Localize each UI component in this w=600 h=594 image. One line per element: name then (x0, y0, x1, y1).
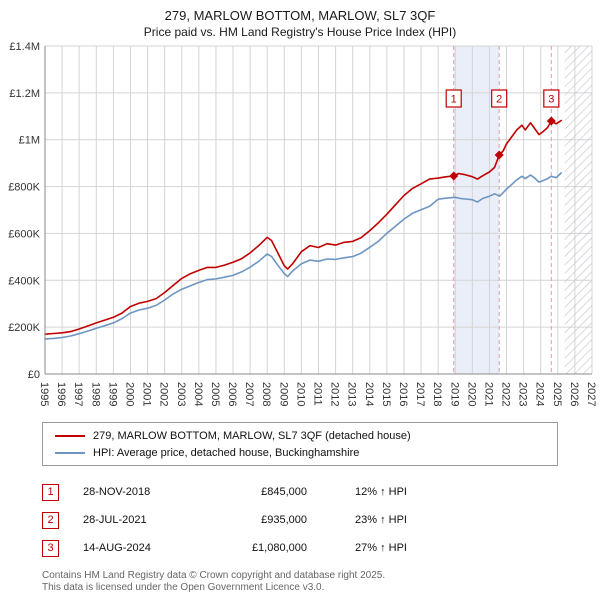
svg-text:£400K: £400K (8, 275, 40, 287)
chart-legend: 279, MARLOW BOTTOM, MARLOW, SL7 3QF (det… (42, 422, 558, 466)
footer: Contains HM Land Registry data © Crown c… (42, 570, 600, 594)
svg-text:1997: 1997 (72, 382, 84, 406)
svg-text:£1.2M: £1.2M (9, 88, 40, 100)
sale-number-badge: 3 (42, 539, 59, 557)
sale-price: £845,000 (261, 486, 307, 498)
sale-marker-diamond (546, 116, 556, 126)
svg-text:2007: 2007 (243, 382, 255, 406)
sale-date: 28-JUL-2021 (83, 514, 147, 526)
sale-date: 28-NOV-2018 (83, 486, 151, 498)
svg-text:2024: 2024 (534, 382, 546, 406)
sale-marker-diamond (449, 171, 459, 181)
series-line (44, 119, 563, 336)
svg-text:2027: 2027 (585, 382, 597, 406)
blue-line-swatch (55, 451, 85, 454)
sale-number-box (543, 89, 560, 108)
future-hatch-region (564, 46, 592, 374)
svg-text:1999: 1999 (106, 382, 118, 406)
legend-item-property: 279, MARLOW BOTTOM, MARLOW, SL7 3QF (det… (51, 427, 549, 444)
svg-text:2: 2 (496, 94, 502, 106)
svg-text:2005: 2005 (209, 382, 221, 406)
svg-text:£600K: £600K (8, 228, 40, 240)
table-row: 1 28-NOV-2018 £845,000 12% ↑ HPI (42, 478, 600, 506)
sale-hpi-change: 23% ↑ HPI (355, 514, 407, 526)
svg-text:2020: 2020 (465, 382, 477, 406)
svg-text:2013: 2013 (346, 382, 358, 406)
chart-header: 279, MARLOW BOTTOM, MARLOW, SL7 3QF Pric… (0, 0, 600, 40)
svg-text:2009: 2009 (277, 382, 289, 406)
sale-number-box (491, 89, 508, 108)
svg-text:2021: 2021 (482, 382, 494, 406)
svg-text:£200K: £200K (8, 322, 40, 334)
page-subtitle: Price paid vs. HM Land Registry's House … (143, 25, 457, 39)
legend-label-property: 279, MARLOW BOTTOM, MARLOW, SL7 3QF (det… (93, 429, 411, 442)
svg-text:3: 3 (548, 94, 554, 106)
svg-text:£0: £0 (28, 369, 40, 381)
svg-text:2003: 2003 (175, 382, 187, 406)
svg-text:2001: 2001 (141, 382, 153, 406)
svg-text:2011: 2011 (312, 382, 324, 406)
sale-number-badge: 1 (42, 483, 59, 501)
svg-text:2006: 2006 (226, 382, 238, 406)
svg-text:2016: 2016 (397, 382, 409, 406)
red-line-swatch (55, 434, 85, 437)
footer-line1: Contains HM Land Registry data © Crown c… (42, 570, 386, 581)
svg-text:2026: 2026 (568, 382, 580, 406)
svg-text:2025: 2025 (551, 382, 563, 406)
sale-price: £1,080,000 (251, 542, 307, 554)
svg-text:2014: 2014 (363, 382, 375, 406)
svg-text:1998: 1998 (89, 382, 101, 406)
svg-text:1: 1 (451, 94, 457, 106)
svg-text:2019: 2019 (448, 382, 460, 406)
svg-text:2008: 2008 (260, 382, 272, 406)
svg-text:£1.4M: £1.4M (9, 41, 40, 53)
sale-hpi-change: 12% ↑ HPI (355, 486, 407, 498)
table-row: 3 14-AUG-2024 £1,080,000 27% ↑ HPI (42, 534, 600, 562)
svg-text:£1M: £1M (19, 135, 40, 147)
table-row: 2 28-JUL-2021 £935,000 23% ↑ HPI (42, 506, 600, 534)
svg-text:2018: 2018 (431, 382, 443, 406)
sale-number-badge: 2 (42, 511, 59, 529)
legend-label-hpi: HPI: Average price, detached house, Buck… (93, 446, 360, 459)
svg-text:2000: 2000 (123, 382, 135, 406)
page-title: 279, MARLOW BOTTOM, MARLOW, SL7 3QF (164, 8, 436, 23)
svg-text:2022: 2022 (500, 382, 512, 406)
sale-hpi-change: 27% ↑ HPI (355, 542, 407, 554)
sale-price: £935,000 (261, 514, 307, 526)
svg-text:2004: 2004 (192, 382, 204, 406)
sale-number-box (445, 89, 462, 108)
footer-line2: This data is licensed under the Open Gov… (42, 582, 325, 593)
svg-text:2002: 2002 (158, 382, 170, 406)
svg-text:2015: 2015 (380, 382, 392, 406)
sale-date: 14-AUG-2024 (83, 542, 151, 554)
svg-text:2012: 2012 (329, 382, 341, 406)
svg-text:2017: 2017 (414, 382, 426, 406)
svg-text:2023: 2023 (517, 382, 529, 406)
sale-marker-diamond (494, 150, 504, 160)
series-line (44, 172, 563, 340)
svg-text:2010: 2010 (294, 382, 306, 406)
transactions-table: 1 28-NOV-2018 £845,000 12% ↑ HPI 2 28-JU… (42, 478, 600, 562)
svg-text:1995: 1995 (38, 382, 50, 406)
svg-text:£800K: £800K (8, 182, 40, 194)
price-chart: £0 £200K £400K £600K £800K £1M £1.2M £1.4M 1995 1… (8, 41, 597, 406)
legend-item-hpi: HPI: Average price, detached house, Buck… (51, 444, 549, 461)
svg-text:1996: 1996 (55, 382, 67, 406)
